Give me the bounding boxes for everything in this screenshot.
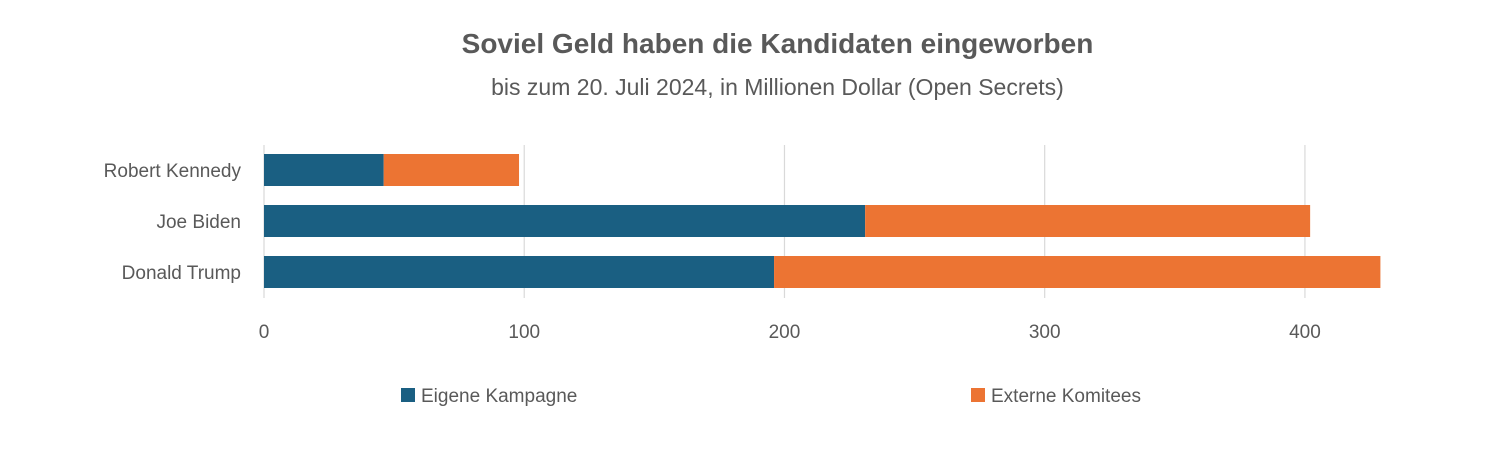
legend-label: Externe Komitees [991,386,1141,407]
legend: Eigene Kampagne Externe Komitees [401,386,1141,407]
bars [264,154,1381,288]
legend-swatch [971,388,985,402]
legend-swatch [401,388,415,402]
x-axis: 0 100 200 300 400 [259,322,1321,343]
bar-externe-komitees [383,154,520,186]
x-tick-label: 300 [1029,322,1061,343]
category-label: Donald Trump [122,263,241,284]
bar-eigene-kampagne [264,205,866,237]
bar-externe-komitees [865,205,1311,237]
x-tick-label: 400 [1289,322,1321,343]
bar-eigene-kampagne [264,154,384,186]
bar-eigene-kampagne [264,256,775,288]
category-labels: Robert Kennedy Joe Biden Donald Trump [104,161,242,284]
chart-title: Soviel Geld haben die Kandidaten eingewo… [461,28,1094,59]
legend-label: Eigene Kampagne [421,386,577,407]
category-label: Robert Kennedy [104,161,242,182]
x-tick-label: 200 [769,322,801,343]
x-tick-label: 0 [259,322,270,343]
x-tick-label: 100 [508,322,540,343]
bar-externe-komitees [774,256,1381,288]
chart-subtitle: bis zum 20. Juli 2024, in Millionen Doll… [491,74,1064,100]
category-label: Joe Biden [156,212,241,233]
